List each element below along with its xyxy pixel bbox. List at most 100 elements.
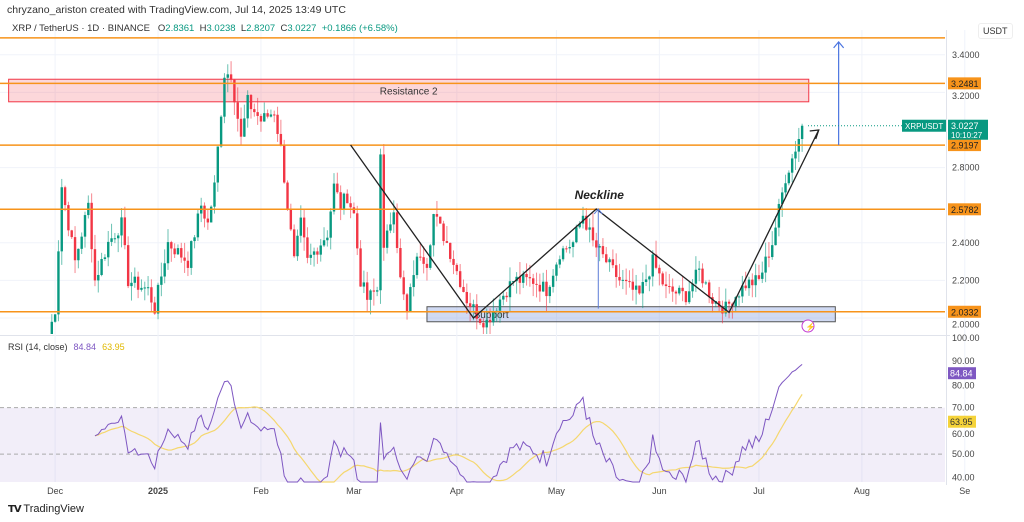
candle-body <box>289 208 293 230</box>
candle <box>598 243 601 262</box>
candle <box>269 109 273 118</box>
candle <box>346 189 349 204</box>
candle <box>243 104 246 137</box>
candle <box>648 275 651 292</box>
candle-body <box>339 192 342 209</box>
candle-body <box>784 183 787 193</box>
candle <box>266 109 269 119</box>
candle <box>203 202 206 228</box>
candle-body <box>180 248 183 258</box>
candle-body <box>737 296 741 298</box>
candle <box>784 174 787 197</box>
candle-body <box>57 251 60 315</box>
candle-body <box>302 217 306 238</box>
support-zone <box>426 306 836 323</box>
candle <box>668 273 671 294</box>
currency-button[interactable]: USDT <box>978 23 1013 39</box>
arrow-head-icon <box>809 129 820 140</box>
candle <box>565 245 568 253</box>
candle <box>223 73 226 124</box>
candle <box>219 115 223 148</box>
candle-body <box>419 256 422 258</box>
candle-body <box>352 207 356 214</box>
resistance-zone <box>8 78 810 103</box>
candle <box>658 264 661 286</box>
candle-body <box>53 314 57 322</box>
candle-body <box>382 154 385 248</box>
price-tick-label: 3.2000 <box>952 91 980 101</box>
rsi-tick-label: 40.00 <box>952 472 975 482</box>
candle-body <box>684 291 688 303</box>
candle-body <box>449 242 452 259</box>
candle <box>286 180 289 211</box>
candle <box>273 110 276 123</box>
symbol-legend: XRP / TetherUS · 1D · BINANCE O2.8361 H3… <box>12 23 398 34</box>
rsi-tick-label: 50.00 <box>952 449 975 459</box>
candle <box>585 208 588 231</box>
candle-body <box>664 284 668 287</box>
candle <box>90 193 93 263</box>
candle <box>698 260 701 282</box>
candle <box>787 170 791 186</box>
candle-body <box>143 287 146 289</box>
candle-body <box>541 281 545 292</box>
tradingview-footer: TV TradingView <box>8 503 84 515</box>
symbol-title[interactable]: XRP / TetherUS · 1D · BINANCE <box>12 23 150 34</box>
date-axis-label: Apr <box>450 486 464 496</box>
candle <box>226 64 229 93</box>
candle-body <box>389 224 392 231</box>
candle-body <box>392 212 395 225</box>
price-tick-label: 2.2000 <box>952 275 980 285</box>
candle-body <box>512 281 515 283</box>
candle <box>166 229 170 270</box>
candle <box>515 272 518 294</box>
candle <box>233 79 236 115</box>
candle-body <box>379 154 382 291</box>
candle-body <box>399 247 402 278</box>
symbol-tag-label: XRPUSDT <box>905 122 943 131</box>
candle-body <box>608 259 611 263</box>
candle <box>691 279 694 298</box>
candle <box>292 224 296 258</box>
candle-body <box>624 279 628 282</box>
candle-body <box>100 259 103 275</box>
candle-body <box>452 258 455 265</box>
countdown-label: 10:10:27 <box>951 131 983 140</box>
candle <box>445 226 449 244</box>
candle-body <box>123 217 127 246</box>
candle-body <box>641 282 644 294</box>
candle <box>336 172 339 194</box>
candle-body <box>561 248 565 260</box>
candle-body <box>538 284 542 292</box>
candle-body <box>727 301 731 304</box>
candle-body <box>213 182 216 207</box>
candle-body <box>229 74 233 80</box>
candle <box>326 230 329 247</box>
candle-body <box>150 287 153 303</box>
candle-body <box>196 213 200 238</box>
candle-body <box>621 279 625 281</box>
candle-body <box>203 205 206 219</box>
high-value: 3.0238 <box>206 23 236 34</box>
candle <box>263 102 266 122</box>
candle <box>581 206 585 229</box>
candle <box>555 262 558 282</box>
candle <box>196 208 200 241</box>
candle <box>123 206 127 250</box>
rsi-value-tag <box>948 367 976 380</box>
candle <box>747 276 751 296</box>
price-chart[interactable]: 3.4000 3.2000 2.8000 2.4000 2.2000 2.0000 Dec 2… <box>0 0 1024 500</box>
low-label: L <box>240 23 247 34</box>
candle-body <box>764 256 767 273</box>
candle <box>711 293 714 313</box>
candle <box>412 260 415 297</box>
candle-body <box>432 214 435 246</box>
candle <box>229 61 233 83</box>
candle-body <box>107 241 110 258</box>
candle <box>561 245 565 262</box>
candle <box>302 209 306 251</box>
candle-body <box>445 241 449 243</box>
candle-body <box>754 275 757 286</box>
candle <box>601 238 605 258</box>
candle-body <box>276 114 279 134</box>
